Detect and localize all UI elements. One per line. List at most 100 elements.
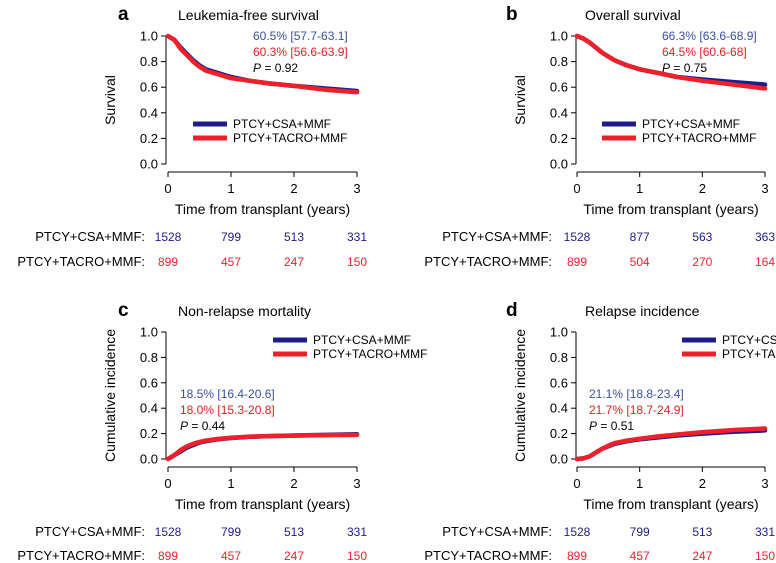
risk-number-csa: 877	[630, 230, 650, 244]
stat-csa: 21.1% [18.8-23.4]	[589, 387, 684, 401]
x-tick-label: 3	[761, 181, 768, 196]
risk-number-tacro: 164	[755, 255, 775, 269]
stat-csa: 18.5% [16.4-20.6]	[180, 387, 275, 401]
x-axis-label: Time from transplant (years)	[583, 496, 758, 512]
legend-label-tacro: PTCY+TACRO+MMF	[642, 131, 756, 145]
risk-number-tacro: 899	[567, 549, 587, 563]
panel-a: a Leukemia-free survival 0.0 0.2 0.4 0.6 0.8 1.…	[17, 4, 367, 269]
risk-number-csa: 513	[284, 525, 304, 539]
panel-title: Leukemia-free survival	[178, 7, 319, 23]
risk-number-csa: 363	[755, 230, 775, 244]
y-tick-label: 0.0	[550, 157, 568, 172]
x-tick-label: 2	[699, 181, 706, 196]
series-line-tacro	[574, 33, 768, 91]
risk-number-csa: 799	[221, 230, 241, 244]
p-label: P	[180, 419, 188, 433]
series-line-tacro	[165, 432, 360, 462]
y-tick-label: 0.2	[550, 426, 568, 441]
panel-title: Non-relapse mortality	[178, 303, 311, 319]
y-axis-label: Survival	[512, 75, 528, 125]
y-tick-label: 1.0	[140, 325, 158, 340]
risk-number-tacro: 899	[158, 255, 178, 269]
p-value: = 0.44	[188, 419, 225, 433]
p-label: P	[662, 61, 670, 75]
y-tick-label: 0.6	[550, 80, 568, 95]
panel-d: d Relapse incidence 0.0 0.2 0.4 0.6 0.8 1.0 0 1 2 3…	[424, 300, 776, 563]
risk-number-tacro: 457	[221, 549, 241, 563]
y-tick-label: 0.8	[550, 350, 568, 365]
risk-number-csa: 799	[221, 525, 241, 539]
y-tick-label: 0.4	[140, 105, 158, 120]
series-line-tacro	[165, 33, 360, 95]
risk-row-label-csa: PTCY+CSA+MMF:	[442, 524, 552, 539]
stat-p-value: P = 0.92	[253, 61, 298, 75]
risk-number-csa: 563	[692, 230, 712, 244]
risk-number-tacro: 504	[630, 255, 650, 269]
stat-tacro: 60.3% [56.6-63.9]	[253, 45, 348, 59]
y-tick-label: 0.6	[550, 375, 568, 390]
x-tick-label: 1	[636, 181, 643, 196]
y-tick-label: 0.6	[140, 375, 158, 390]
risk-row-label-tacro: PTCY+TACRO+MMF:	[17, 548, 145, 563]
y-tick-label: 0.2	[550, 131, 568, 146]
risk-number-tacro: 899	[567, 255, 587, 269]
stat-tacro: 64.5% [60.6-68]	[662, 45, 747, 59]
x-tick-label: 1	[227, 181, 234, 196]
risk-number-tacro: 247	[284, 549, 304, 563]
x-tick-label: 2	[699, 476, 706, 491]
y-tick-label: 0.4	[140, 401, 158, 416]
legend-label-tacro: PTCY+TACRO+MMF	[233, 131, 347, 145]
stat-tacro: 21.7% [18.7-24.9]	[589, 403, 684, 417]
x-tick-label: 0	[573, 476, 580, 491]
x-tick-label: 3	[761, 476, 768, 491]
x-tick-label: 1	[227, 476, 234, 491]
panel-letter: c	[118, 300, 129, 321]
stat-p-value: P = 0.44	[180, 419, 225, 433]
risk-number-tacro: 899	[158, 549, 178, 563]
risk-number-csa: 331	[347, 230, 367, 244]
risk-number-csa: 1528	[564, 230, 591, 244]
y-axis-label: Survival	[102, 75, 118, 125]
stat-csa: 60.5% [57.7-63.1]	[253, 29, 348, 43]
y-tick-label: 0.6	[140, 80, 158, 95]
y-tick-label: 1.0	[140, 29, 158, 44]
risk-number-csa: 513	[284, 230, 304, 244]
risk-row-label-tacro: PTCY+TACRO+MMF:	[424, 254, 552, 269]
y-tick-label: 0.8	[550, 54, 568, 69]
legend-label-csa: PTCY+CSA+MMF	[722, 333, 776, 347]
y-tick-label: 0.8	[140, 350, 158, 365]
stat-p-value: P = 0.51	[589, 419, 634, 433]
risk-number-csa: 1528	[155, 525, 182, 539]
y-tick-label: 0.0	[550, 452, 568, 467]
y-tick-label: 1.0	[550, 29, 568, 44]
x-axis-label: Time from transplant (years)	[583, 201, 758, 217]
legend-label-tacro: PTCY+TACRO+MMF	[722, 347, 776, 361]
y-tick-label: 0.4	[550, 401, 568, 416]
x-tick-label: 3	[353, 181, 360, 196]
risk-row-label-csa: PTCY+CSA+MMF:	[35, 229, 145, 244]
y-tick-label: 1.0	[550, 325, 568, 340]
panel-letter: d	[506, 300, 518, 321]
x-tick-label: 0	[573, 181, 580, 196]
panel-title: Relapse incidence	[585, 303, 700, 319]
risk-number-csa: 1528	[564, 525, 591, 539]
risk-number-tacro: 270	[692, 255, 712, 269]
y-tick-label: 0.8	[140, 54, 158, 69]
p-label: P	[253, 61, 261, 75]
legend-label-tacro: PTCY+TACRO+MMF	[313, 347, 427, 361]
risk-row-label-csa: PTCY+CSA+MMF:	[35, 524, 145, 539]
y-tick-label: 0.2	[140, 426, 158, 441]
risk-row-label-csa: PTCY+CSA+MMF:	[442, 229, 552, 244]
p-value: = 0.75	[670, 61, 707, 75]
x-tick-label: 2	[290, 476, 297, 491]
panel-c: c Non-relapse mortality 0.0 0.2 0.4 0.6 0.8 1.0…	[17, 300, 427, 563]
p-value: = 0.51	[597, 419, 634, 433]
x-tick-label: 0	[164, 476, 171, 491]
legend-label-csa: PTCY+CSA+MMF	[642, 117, 740, 131]
stat-tacro: 18.0% [15.3-20.8]	[180, 403, 275, 417]
risk-number-csa: 1528	[155, 230, 182, 244]
x-tick-label: 1	[636, 476, 643, 491]
risk-number-csa: 331	[755, 525, 775, 539]
legend-label-csa: PTCY+CSA+MMF	[233, 117, 331, 131]
